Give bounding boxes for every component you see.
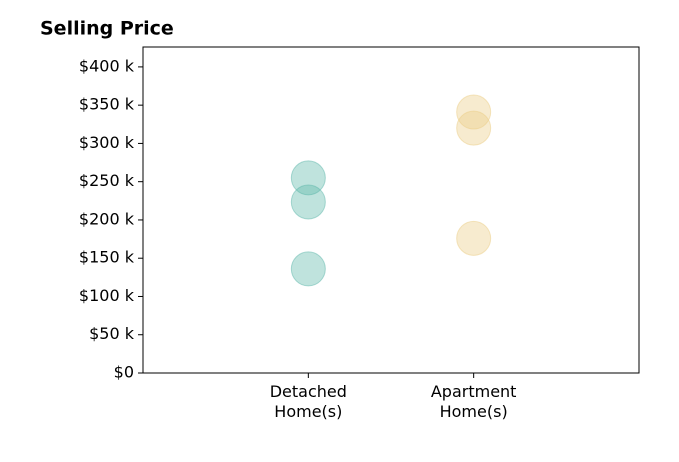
y-tick-label: $300 k bbox=[79, 133, 135, 152]
point bbox=[290, 160, 326, 196]
x-tick-label: Apartment Home(s) bbox=[430, 382, 517, 421]
chart-title: Selling Price bbox=[40, 18, 174, 40]
y-tick-label: $350 k bbox=[79, 95, 135, 114]
y-tick-label: $0 bbox=[114, 363, 134, 382]
x-tick-label: Detached Home(s) bbox=[269, 382, 347, 421]
y-tick-label: $250 k bbox=[79, 171, 135, 190]
y-tick-label: $100 k bbox=[79, 286, 135, 305]
point bbox=[456, 94, 492, 130]
point bbox=[290, 251, 326, 287]
plot-frame bbox=[142, 46, 640, 374]
y-tick-label: $400 k bbox=[79, 56, 135, 75]
y-tick-label: $200 k bbox=[79, 209, 135, 228]
point bbox=[290, 184, 326, 220]
point bbox=[456, 110, 492, 146]
y-tick-label: $150 k bbox=[79, 248, 135, 267]
point bbox=[456, 220, 492, 256]
y-tick-label: $50 k bbox=[89, 324, 135, 343]
